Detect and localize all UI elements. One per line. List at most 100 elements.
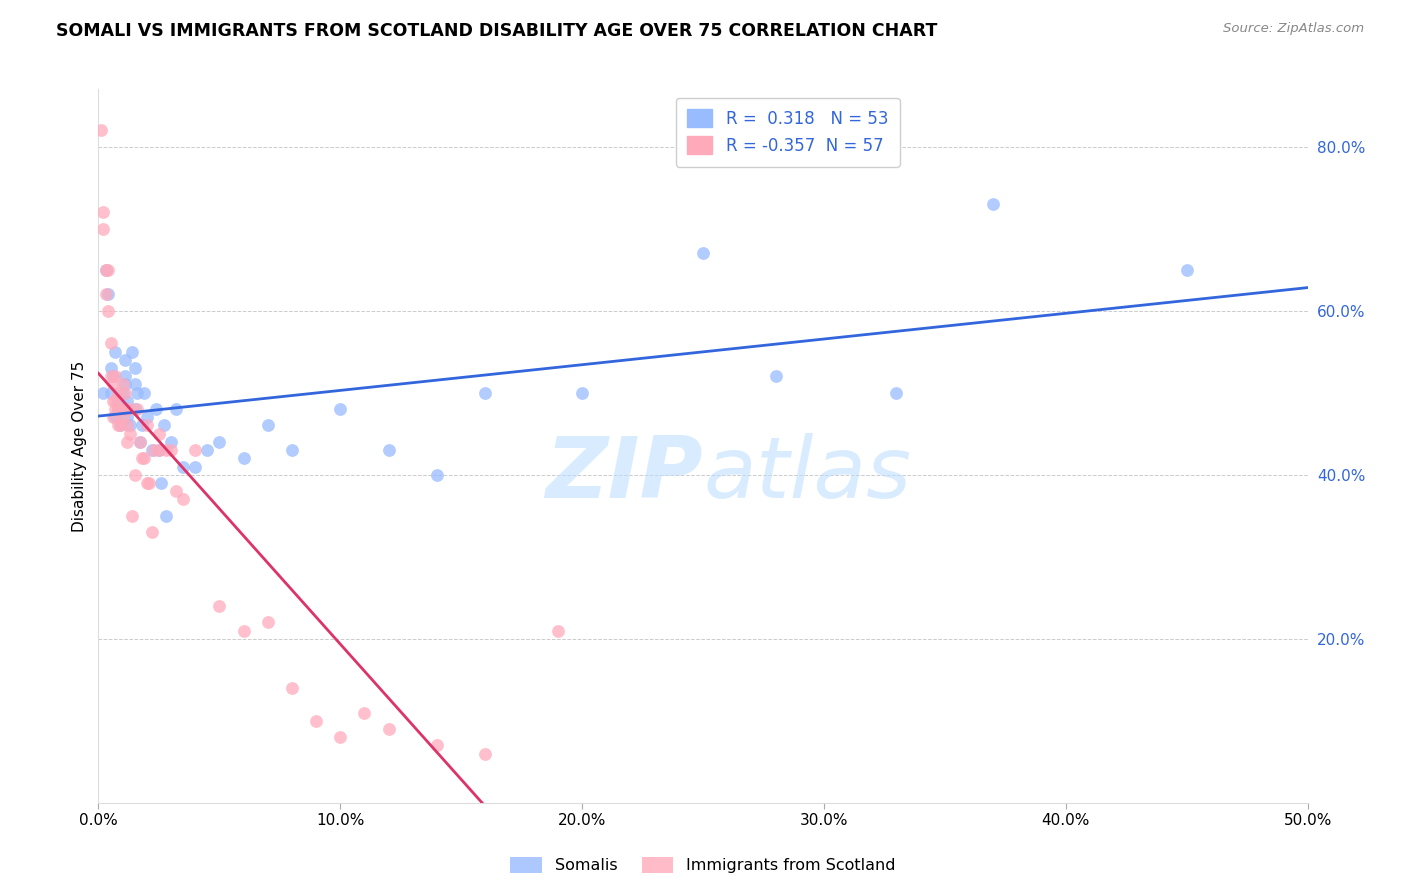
Point	[114, 385, 136, 400]
Point	[111, 402, 134, 417]
Point	[121, 508, 143, 523]
Point	[124, 377, 146, 392]
Point	[97, 287, 120, 301]
Point	[281, 681, 304, 695]
Point	[90, 123, 112, 137]
Point	[91, 221, 114, 235]
Point	[97, 303, 120, 318]
Point	[765, 369, 787, 384]
Point	[547, 624, 569, 638]
Point	[101, 393, 124, 408]
Point	[134, 385, 156, 400]
Point	[111, 385, 134, 400]
Point	[101, 369, 124, 384]
Point	[124, 467, 146, 482]
Legend: Somalis, Immigrants from Scotland: Somalis, Immigrants from Scotland	[503, 850, 903, 880]
Point	[124, 361, 146, 376]
Point	[256, 418, 278, 433]
Point	[127, 402, 149, 417]
Point	[426, 467, 449, 482]
Y-axis label: Disability Age Over 75: Disability Age Over 75	[72, 360, 87, 532]
Text: Source: ZipAtlas.com: Source: ZipAtlas.com	[1223, 22, 1364, 36]
Point	[117, 418, 139, 433]
Point	[571, 385, 593, 400]
Legend: R =  0.318   N = 53, R = -0.357  N = 57: R = 0.318 N = 53, R = -0.357 N = 57	[675, 97, 900, 167]
Point	[329, 402, 352, 417]
Point	[121, 344, 143, 359]
Point	[256, 615, 278, 630]
Point	[114, 352, 136, 367]
Point	[184, 443, 207, 458]
Point	[107, 393, 129, 408]
Point	[114, 377, 136, 392]
Point	[165, 402, 187, 417]
Point	[128, 434, 150, 449]
Point	[160, 443, 183, 458]
Point	[124, 402, 146, 417]
Point	[100, 385, 122, 400]
Point	[118, 418, 141, 433]
Point	[91, 205, 114, 219]
Point	[305, 714, 328, 728]
Point	[118, 402, 141, 417]
Point	[107, 402, 129, 417]
Point	[131, 451, 153, 466]
Point	[377, 722, 399, 736]
Point	[1175, 262, 1198, 277]
Point	[886, 385, 908, 400]
Point	[184, 459, 207, 474]
Point	[94, 287, 117, 301]
Point	[107, 418, 129, 433]
Point	[117, 434, 139, 449]
Point	[91, 385, 114, 400]
Point	[692, 246, 714, 260]
Point	[134, 451, 156, 466]
Point	[353, 706, 375, 720]
Point	[97, 262, 120, 277]
Point	[165, 484, 187, 499]
Point	[172, 459, 194, 474]
Point	[135, 475, 157, 490]
Text: ZIP: ZIP	[546, 433, 703, 516]
Point	[141, 443, 163, 458]
Point	[100, 361, 122, 376]
Point	[107, 402, 129, 417]
Point	[94, 262, 117, 277]
Point	[100, 369, 122, 384]
Point	[135, 418, 157, 433]
Point	[232, 624, 254, 638]
Point	[377, 443, 399, 458]
Point	[148, 443, 170, 458]
Point	[128, 434, 150, 449]
Point	[208, 599, 231, 613]
Point	[208, 434, 231, 449]
Point	[232, 451, 254, 466]
Point	[101, 377, 124, 392]
Point	[111, 377, 134, 392]
Point	[108, 418, 131, 433]
Point	[131, 418, 153, 433]
Point	[145, 402, 167, 417]
Point	[104, 369, 127, 384]
Point	[143, 443, 166, 458]
Point	[135, 410, 157, 425]
Point	[111, 410, 134, 425]
Point	[329, 730, 352, 744]
Point	[108, 418, 131, 433]
Point	[107, 385, 129, 400]
Point	[195, 443, 218, 458]
Point	[104, 344, 127, 359]
Point	[114, 369, 136, 384]
Point	[108, 402, 131, 417]
Point	[981, 197, 1004, 211]
Point	[172, 492, 194, 507]
Point	[100, 336, 122, 351]
Point	[104, 402, 127, 417]
Point	[117, 410, 139, 425]
Point	[160, 434, 183, 449]
Point	[281, 443, 304, 458]
Point	[104, 393, 127, 408]
Point	[155, 508, 177, 523]
Point	[155, 443, 177, 458]
Text: SOMALI VS IMMIGRANTS FROM SCOTLAND DISABILITY AGE OVER 75 CORRELATION CHART: SOMALI VS IMMIGRANTS FROM SCOTLAND DISAB…	[56, 22, 938, 40]
